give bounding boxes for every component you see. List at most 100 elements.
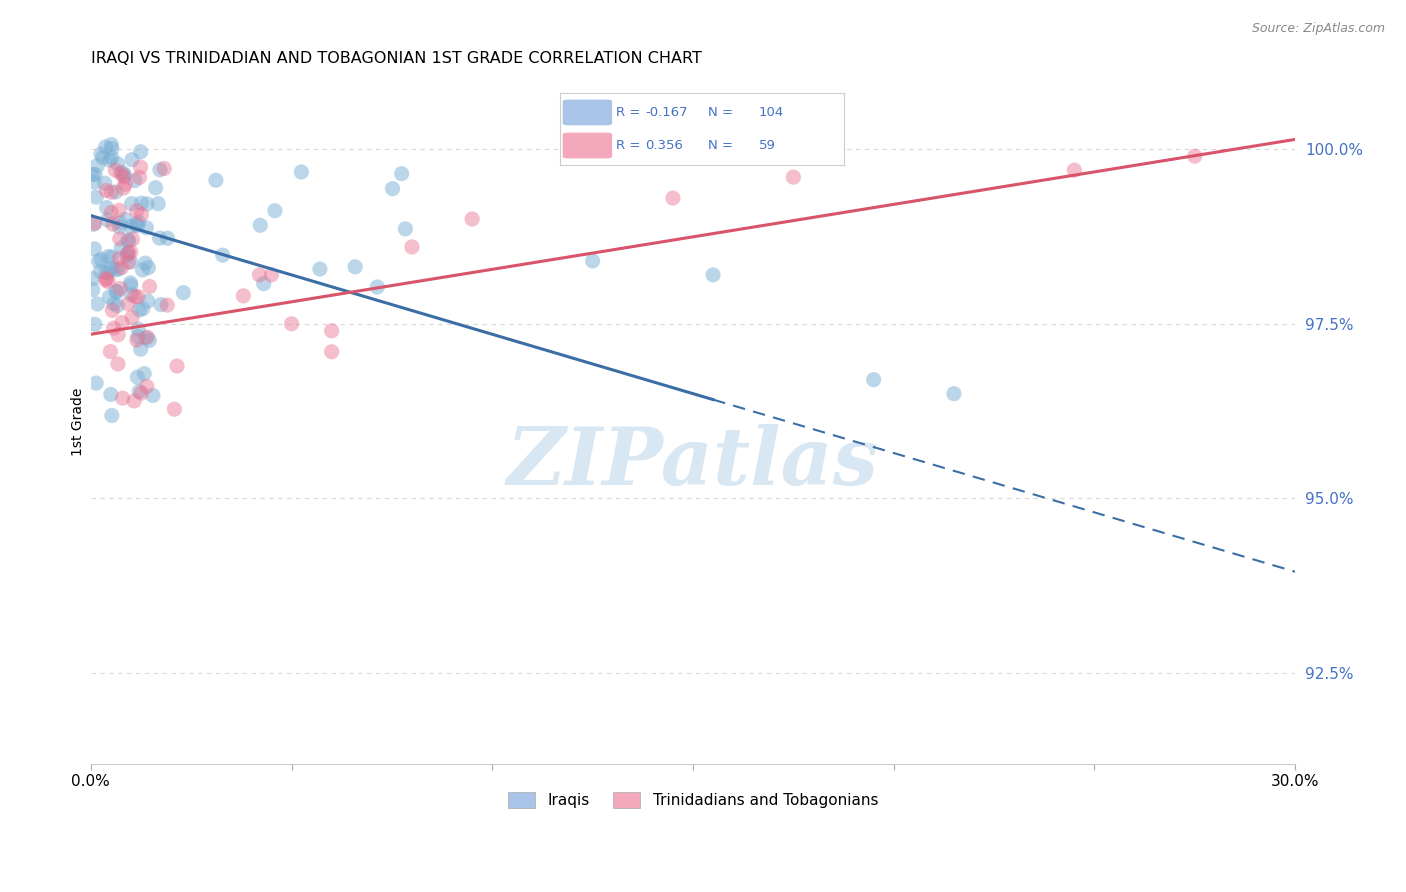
Point [100, 250, 122, 264]
Point [96, 201, 118, 215]
Point [91, 151, 114, 165]
Point [148, 196, 170, 211]
Y-axis label: 1st Grade: 1st Grade [72, 387, 86, 456]
Point [138, 279, 160, 293]
Point [108, 216, 131, 230]
Point [124, 289, 146, 303]
Point [101, 141, 124, 155]
Point [111, 316, 134, 330]
Point [862, 373, 884, 387]
Point [121, 153, 143, 167]
Point [86, 297, 108, 311]
Point [107, 327, 129, 342]
Point [138, 260, 160, 275]
Point [83, 242, 105, 256]
Point [107, 157, 129, 171]
Point [117, 255, 139, 269]
Point [366, 280, 388, 294]
Point [135, 220, 157, 235]
Point [127, 370, 149, 384]
Point [264, 203, 287, 218]
Point [107, 262, 129, 277]
Point [321, 324, 343, 338]
Point [114, 177, 136, 191]
Point [211, 248, 233, 262]
Point [381, 182, 404, 196]
Point [136, 294, 159, 309]
Text: ZIPatlas: ZIPatlas [508, 424, 879, 501]
Point [103, 296, 125, 310]
Point [108, 232, 131, 246]
Point [121, 232, 143, 246]
Point [114, 212, 136, 227]
Point [82, 283, 104, 297]
Point [90, 252, 112, 267]
Point [110, 260, 132, 275]
Point [127, 322, 149, 336]
Point [394, 222, 416, 236]
Point [136, 330, 159, 344]
Point [114, 168, 136, 182]
Point [461, 212, 484, 227]
Point [149, 231, 172, 245]
Point [94, 140, 117, 154]
Point [84, 376, 107, 390]
Point [84, 168, 107, 182]
Point [132, 301, 155, 316]
Point [104, 285, 127, 299]
Point [103, 321, 125, 335]
Point [100, 186, 122, 200]
Point [115, 249, 138, 263]
Point [96, 213, 118, 227]
Point [290, 165, 312, 179]
Point [142, 388, 165, 402]
Point [149, 162, 172, 177]
Point [97, 275, 120, 289]
Point [120, 278, 142, 293]
Point [104, 262, 127, 277]
Point [131, 196, 153, 211]
Point [247, 268, 270, 282]
Point [97, 250, 120, 264]
Point [94, 176, 117, 190]
Point [104, 163, 127, 178]
Point [117, 246, 139, 260]
Point [98, 290, 121, 304]
Point [124, 173, 146, 187]
Point [134, 367, 156, 381]
Point [153, 161, 176, 176]
Point [83, 318, 105, 332]
Point [232, 289, 254, 303]
Point [131, 207, 153, 221]
Point [125, 203, 148, 218]
Point [156, 231, 179, 245]
Point [111, 166, 134, 180]
Point [107, 357, 129, 371]
Point [662, 191, 685, 205]
Point [205, 173, 228, 187]
Point [86, 159, 108, 173]
Point [112, 169, 135, 184]
Point [97, 265, 120, 279]
Point [94, 273, 117, 287]
Point [83, 216, 105, 230]
Point [110, 241, 132, 255]
Point [96, 183, 118, 197]
Text: IRAQI VS TRINIDADIAN AND TOBAGONIAN 1ST GRADE CORRELATION CHART: IRAQI VS TRINIDADIAN AND TOBAGONIAN 1ST … [91, 51, 702, 66]
Point [138, 334, 160, 348]
Point [122, 393, 145, 408]
Point [1063, 163, 1085, 178]
Point [131, 386, 153, 401]
Point [94, 266, 117, 280]
Point [249, 219, 271, 233]
Point [149, 297, 172, 311]
Point [782, 170, 804, 185]
Point [100, 205, 122, 219]
Point [321, 344, 343, 359]
Point [127, 290, 149, 304]
Point [156, 298, 179, 312]
Point [104, 185, 127, 199]
Point [128, 384, 150, 399]
Point [129, 145, 152, 159]
Legend: Iraqis, Trinidadians and Tobagonians: Iraqis, Trinidadians and Tobagonians [502, 786, 884, 814]
